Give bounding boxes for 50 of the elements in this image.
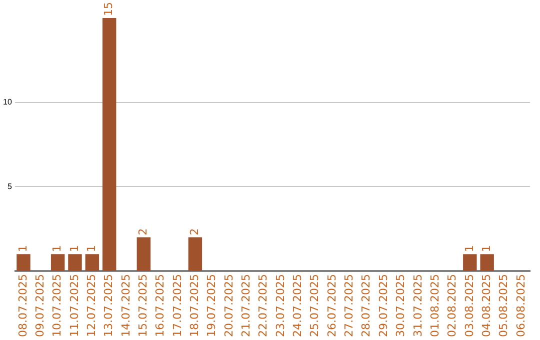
x-tick-label: 21.07.2025 [240,274,253,338]
x-tick-label: 06.08.2025 [514,274,528,338]
x-tick-label: 14.07.2025 [119,274,132,338]
x-tick-label: 16.07.2025 [154,274,167,338]
x-tick-label: 26.07.2025 [325,274,338,338]
x-tick-label: 13.07.2025 [102,274,116,338]
bar [16,254,30,272]
data-label: 1 [480,245,493,252]
bar [50,254,65,272]
x-tick-label: 29.07.2025 [376,274,390,338]
x-tick-label: 18.07.2025 [188,274,202,338]
x-tick-label: 30.07.2025 [394,274,408,338]
x-tick-label: 12.07.2025 [85,274,98,338]
data-label: 1 [85,245,98,252]
x-tick-label: 23.07.2025 [274,274,287,338]
x-tick-label: 08.07.2025 [16,274,30,338]
x-tick-label: 09.07.2025 [34,274,47,338]
x-tick-label: 20.07.2025 [222,274,236,338]
bar [102,18,116,272]
x-tick-label: 04.08.2025 [480,274,493,338]
bar [480,254,494,272]
x-tick-label: 19.07.2025 [205,274,218,338]
data-label: 1 [50,245,64,252]
x-tick-label: 17.07.2025 [170,274,184,338]
x-tick-label: 05.08.2025 [497,274,510,338]
x-tick-label: 25.07.2025 [308,274,322,338]
x-tick-label: 03.08.2025 [462,274,476,338]
x-tick-label: 11.07.2025 [68,274,81,338]
bar [136,237,151,272]
x-tick-label: 01.08.2025 [428,274,442,338]
data-label: 1 [462,245,476,252]
data-label: 1 [16,245,30,252]
bar [85,254,100,272]
data-label: 2 [136,228,150,236]
x-tick-label: 24.07.2025 [291,274,304,338]
x-tick-label: 31.07.2025 [411,274,424,338]
bar [188,237,202,272]
x-tick-label: 28.07.2025 [360,274,373,338]
y-tick-label: 10 [2,98,12,107]
x-tick-label: 27.07.2025 [342,274,356,338]
x-tick-label: 22.07.2025 [256,274,270,338]
bar [463,254,477,272]
bar [68,254,82,272]
y-tick-label: 5 [7,182,12,191]
x-tick-label: 02.08.2025 [446,274,459,338]
x-tick-label: 15.07.2025 [136,274,150,338]
data-label: 15 [102,2,116,16]
data-label: 1 [68,245,81,252]
x-tick-label: 10.07.2025 [50,274,64,338]
data-label: 2 [188,228,202,236]
